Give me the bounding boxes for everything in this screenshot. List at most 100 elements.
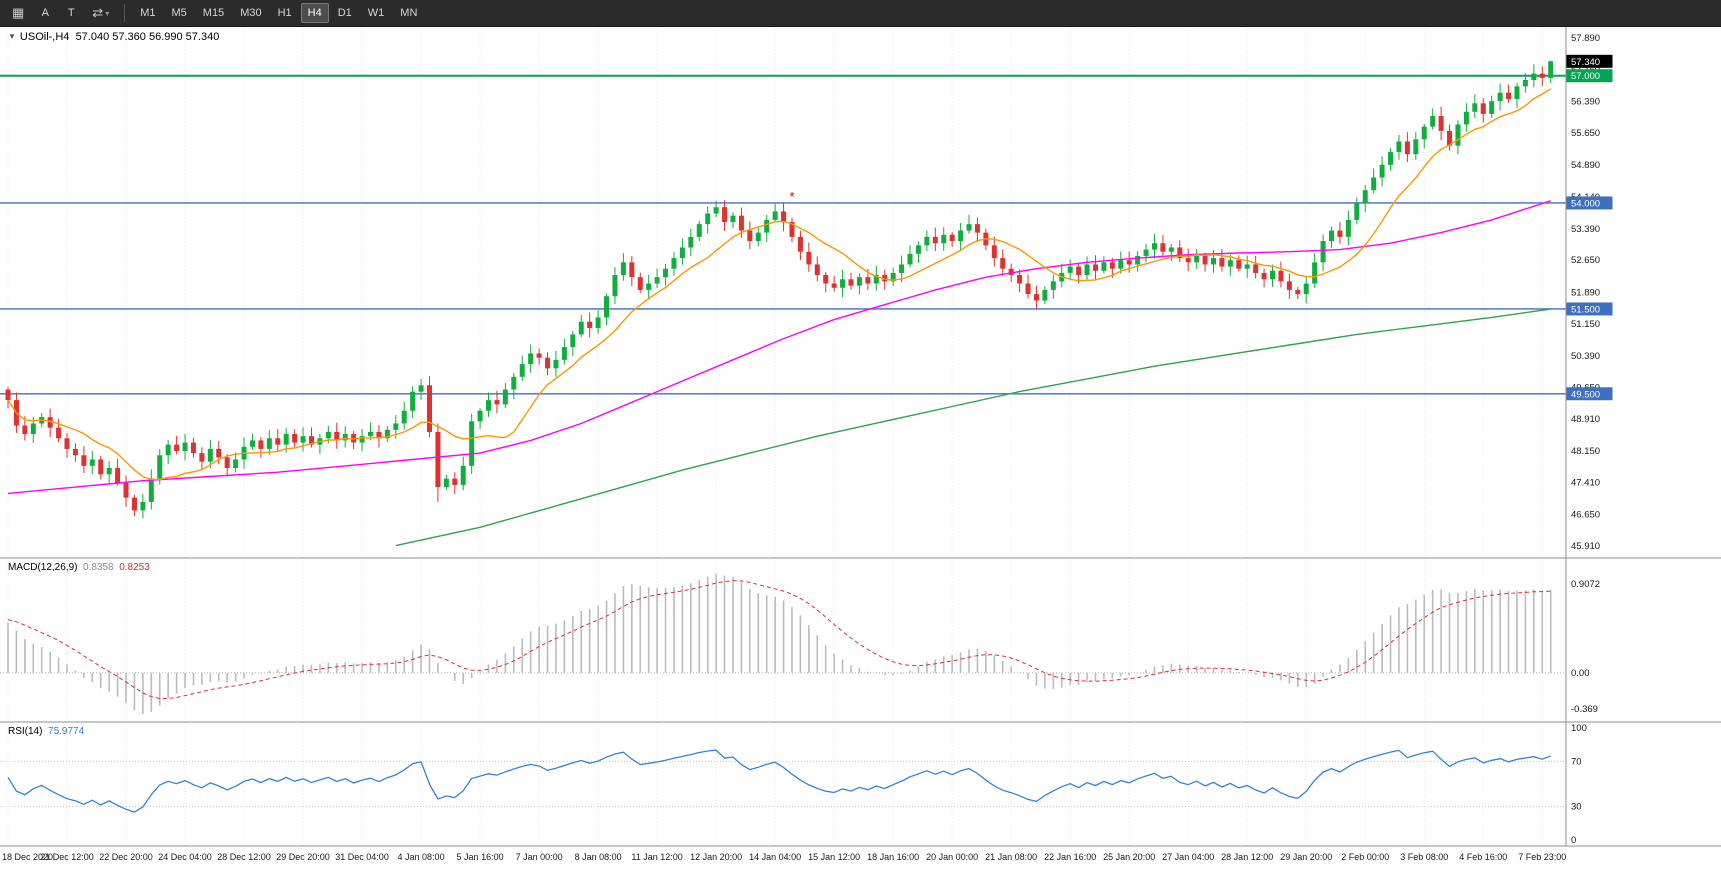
macd-axis-label: 0.9072 — [1571, 579, 1600, 590]
timeframe-h4-button[interactable]: H4 — [300, 3, 329, 23]
time-axis-label: 21 Dec 12:00 — [40, 852, 94, 862]
time-axis-label: 14 Jan 04:00 — [749, 852, 801, 862]
pointer-a-button[interactable]: A — [33, 3, 57, 23]
time-axis-label: 27 Jan 04:00 — [1162, 852, 1214, 862]
time-axis-label: 18 Jan 16:00 — [867, 852, 919, 862]
level-price-tag-text: 54.000 — [1571, 198, 1600, 209]
level-price-tag-text: 57.000 — [1571, 71, 1600, 82]
rsi-value: 75.9774 — [48, 726, 85, 737]
macd-histogram — [7, 573, 1552, 714]
time-axis-label: 28 Jan 12:00 — [1221, 852, 1273, 862]
symbol-name: USOil-,H4 — [19, 31, 70, 43]
rsi-line — [7, 749, 1551, 813]
macd-signal-line — [7, 580, 1551, 699]
time-axis-label: 28 Dec 12:00 — [217, 852, 271, 862]
price-axis-label: 48.150 — [1571, 446, 1600, 457]
time-axis-label: 25 Jan 20:00 — [1103, 852, 1155, 862]
collapse-icon[interactable]: ▼ — [8, 32, 16, 41]
time-axis-label: 11 Jan 12:00 — [631, 852, 682, 862]
time-axis-label: 7 Feb 23:00 — [1518, 852, 1566, 862]
time-axis-label: 22 Dec 20:00 — [99, 852, 153, 862]
ma-mid-magenta-line — [7, 200, 1551, 495]
time-axis-label: 4 Jan 08:00 — [398, 852, 445, 862]
time-axis-label: 12 Jan 20:00 — [690, 852, 742, 862]
macd-axis-label: 0.00 — [1571, 668, 1590, 679]
rsi-panel-label: RSI(14) 75.9774 — [8, 726, 84, 737]
current-price-tag — [1566, 54, 1613, 68]
text-t-button[interactable]: T — [59, 3, 83, 23]
macd-signal-value: 0.8253 — [119, 562, 150, 573]
timeframe-m5-button[interactable]: M5 — [165, 3, 194, 23]
time-axis-label: 8 Jan 08:00 — [575, 852, 622, 862]
grid-glyph: ▦ — [12, 5, 25, 20]
macd-panel-label: MACD(12,26,9) 0.8358 0.8253 — [8, 562, 150, 573]
time-axis-label: 18 Dec 2020 — [2, 852, 53, 862]
time-axis-label: 31 Dec 04:00 — [335, 852, 389, 862]
grid-icon[interactable]: ▦ — [5, 3, 31, 23]
level-price-tag — [1566, 196, 1613, 210]
level-price-tag — [1566, 302, 1613, 316]
timeframe-mn-button[interactable]: MN — [393, 3, 424, 23]
macd-name: MACD(12,26,9) — [8, 562, 78, 573]
time-axis-label: 21 Jan 08:00 — [985, 852, 1037, 862]
time-axis-label: 5 Jan 16:00 — [457, 852, 504, 862]
price-axis-label: 53.390 — [1571, 224, 1600, 235]
macd-main-value: 0.8358 — [83, 562, 114, 573]
symbol-ohlc-label: ▼ USOil-,H4 57.040 57.360 56.990 57.340 — [8, 31, 219, 43]
cycle-icon[interactable]: ⇄ ▾ — [85, 3, 116, 23]
price-axis-label: 45.910 — [1571, 541, 1600, 552]
time-axis-label: 4 Feb 16:00 — [1459, 852, 1507, 862]
price-axis-label: 48.910 — [1571, 414, 1600, 425]
timeframe-w1-button[interactable]: W1 — [361, 3, 392, 23]
level-price-tag — [1566, 387, 1613, 401]
price-axis-label: 52.650 — [1571, 255, 1600, 266]
ma-slow-green-line — [395, 308, 1551, 547]
toolbar: ▦ A T ⇄ ▾ M1 M5 M15 M30 H1 H4 D1 W1 MN — [0, 0, 1721, 27]
horizontal-level-lines[interactable] — [0, 74, 1566, 395]
time-axis-label: 24 Dec 04:00 — [158, 852, 212, 862]
axes-labels: 57.89057.15056.39055.65054.89054.14053.3… — [1566, 33, 1613, 846]
level-price-tag-text: 51.500 — [1571, 304, 1600, 315]
gridlines — [7, 29, 1543, 846]
rsi-axis-label: 70 — [1571, 757, 1582, 768]
time-axis-label: 7 Jan 00:00 — [516, 852, 563, 862]
chevron-down-icon: ▾ — [105, 8, 110, 18]
rsi-name: RSI(14) — [8, 726, 43, 737]
text-t-label: T — [67, 7, 75, 19]
current-price-tag-text: 57.340 — [1571, 57, 1600, 68]
macd-axis-label: -0.369 — [1571, 704, 1598, 715]
timeframe-m15-button[interactable]: M15 — [196, 3, 231, 23]
price-axis-label: 57.890 — [1571, 33, 1600, 44]
price-axis-label: 51.890 — [1571, 287, 1600, 298]
time-axis-label: 29 Jan 20:00 — [1280, 852, 1332, 862]
timeframe-d1-button[interactable]: D1 — [331, 3, 359, 23]
time-axis-label: 29 Dec 20:00 — [276, 852, 330, 862]
chart-annotation-star: * — [789, 189, 794, 204]
moving-averages — [7, 88, 1552, 547]
price-axis-label: 56.390 — [1571, 97, 1600, 108]
timeframe-m30-button[interactable]: M30 — [233, 3, 268, 23]
price-axis-label: 55.650 — [1571, 128, 1600, 139]
time-axis-label: 3 Feb 08:00 — [1400, 852, 1448, 862]
candlestick-series — [5, 60, 1554, 519]
ohlc-values: 57.040 57.360 56.990 57.340 — [75, 31, 220, 43]
rsi-axis-label: 0 — [1571, 835, 1576, 846]
time-axis-label: 2 Feb 00:00 — [1341, 852, 1389, 862]
price-axis-label: 47.410 — [1571, 477, 1600, 488]
price-axis-label: 50.390 — [1571, 351, 1600, 362]
price-axis-label: 51.150 — [1571, 319, 1600, 330]
cycle-glyph: ⇄ — [92, 5, 104, 20]
price-axis-label: 46.650 — [1571, 510, 1600, 521]
level-price-tag-text: 49.500 — [1571, 389, 1600, 400]
timeframe-h1-button[interactable]: H1 — [271, 3, 299, 23]
ma-fast-orange-line — [7, 88, 1552, 481]
rsi-axis-label: 100 — [1571, 723, 1587, 734]
time-axis-label: 15 Jan 12:00 — [808, 852, 860, 862]
rsi-axis-label: 30 — [1571, 801, 1582, 812]
timeframe-m1-button[interactable]: M1 — [133, 3, 162, 23]
time-axis-label: 22 Jan 16:00 — [1044, 852, 1096, 862]
